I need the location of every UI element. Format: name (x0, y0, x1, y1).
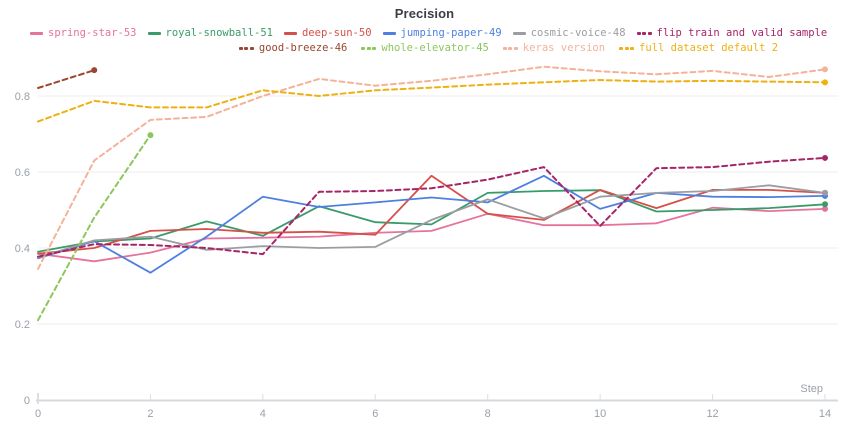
series-line-good-breeze-46[interactable] (37, 69, 96, 89)
series-endpoint-flip-train-and-valid-sample (822, 154, 828, 161)
dashed-line-swatch-icon (619, 47, 635, 50)
legend-label: full dataset default 2 (639, 42, 779, 54)
legend-row-1: spring-star-53 royal-snowball-51 deep-sun-… (30, 27, 827, 40)
dashed-line-swatch-icon (502, 47, 518, 50)
y-tick-label-0.8: 0.8 (15, 91, 30, 103)
y-tick-label-0.4: 0.4 (15, 243, 30, 255)
y-tick-label-0.6: 0.6 (15, 167, 30, 179)
x-tick-label-14: 14 (819, 408, 831, 420)
legend-label: good-breeze-46 (258, 42, 348, 54)
series-line-whole-elevator-45[interactable] (37, 134, 152, 322)
series-endpoint-good-breeze-46 (91, 67, 98, 74)
legend-item-flip-train-and-valid-sample[interactable]: flip train and valid sample (636, 27, 828, 40)
x-tick-label-10: 10 (594, 408, 606, 420)
x-tick-label-12: 12 (706, 408, 718, 420)
legend-item-cosmic-voice-48[interactable]: cosmic-voice-48 (512, 27, 626, 40)
legend-label: flip train and valid sample (656, 27, 828, 39)
legend-label: jumping-paper-49 (400, 27, 502, 39)
x-tick-label-4: 4 (260, 408, 266, 420)
legend-item-spring-star-53[interactable]: spring-star-53 (30, 27, 137, 40)
solid-line-swatch-icon (147, 32, 161, 35)
legend-item-keras-version[interactable]: keras version (502, 42, 606, 55)
series-endpoint-keras-version (822, 66, 828, 73)
legend-label: deep-sun-50 (301, 27, 372, 39)
x-tick-label-2: 2 (147, 408, 153, 420)
series-line-keras-version[interactable] (37, 65, 826, 270)
legend-item-good-breeze-46[interactable]: good-breeze-46 (238, 42, 348, 55)
x-tick-label-8: 8 (485, 408, 491, 420)
panel-title: Precision (394, 6, 455, 21)
legend-label: royal-snowball-51 (165, 27, 273, 39)
x-tick-label-6: 6 (372, 408, 378, 420)
series-line-cosmic-voice-48[interactable] (37, 184, 826, 259)
series-line-royal-snowball-51[interactable] (37, 189, 826, 253)
solid-line-swatch-icon (283, 32, 297, 35)
series-line-jumping-paper-49[interactable] (37, 174, 826, 274)
dashed-line-swatch-icon (636, 32, 652, 35)
series-endpoint-whole-elevator-45 (147, 132, 154, 139)
series-endpoint-spring-star-53 (822, 205, 828, 212)
y-tick-label-0.2: 0.2 (15, 319, 30, 331)
legend-item-whole-elevator-45[interactable]: whole-elevator-45 (361, 42, 489, 55)
solid-line-swatch-icon (30, 32, 43, 35)
series-line-flip-train-and-valid-sample[interactable] (37, 156, 826, 258)
series-endpoint-cosmic-voice-48 (822, 189, 828, 196)
legend-item-deep-sun-50[interactable]: deep-sun-50 (283, 27, 372, 40)
x-tick-label-0: 0 (35, 408, 41, 420)
legend-label: whole-elevator-45 (381, 42, 489, 54)
series-endpoint-full-dataset-default-2 (822, 79, 828, 86)
legend-item-jumping-paper-49[interactable]: jumping-paper-49 (382, 27, 502, 40)
solid-line-swatch-icon (512, 32, 526, 35)
dashed-line-swatch-icon (361, 47, 377, 50)
series-endpoint-royal-snowball-51 (822, 201, 828, 208)
legend-label: keras version (522, 42, 606, 54)
legend-row-2: good-breeze-46 whole-elevator-45 keras ver… (0, 42, 849, 55)
solid-line-swatch-icon (382, 32, 396, 35)
legend-label: spring-star-53 (48, 27, 137, 39)
series-line-spring-star-53[interactable] (37, 206, 826, 263)
x-axis-title: Step (800, 383, 823, 395)
legend-label: cosmic-voice-48 (530, 27, 626, 39)
legend-item-royal-snowball-51[interactable]: royal-snowball-51 (147, 27, 273, 40)
legend-item-full-dataset-default-2[interactable]: full dataset default 2 (619, 42, 778, 55)
y-tick-label-0: 0 (24, 395, 30, 407)
dashed-line-swatch-icon (238, 47, 254, 50)
series-line-full-dataset-default-2[interactable] (37, 79, 826, 123)
